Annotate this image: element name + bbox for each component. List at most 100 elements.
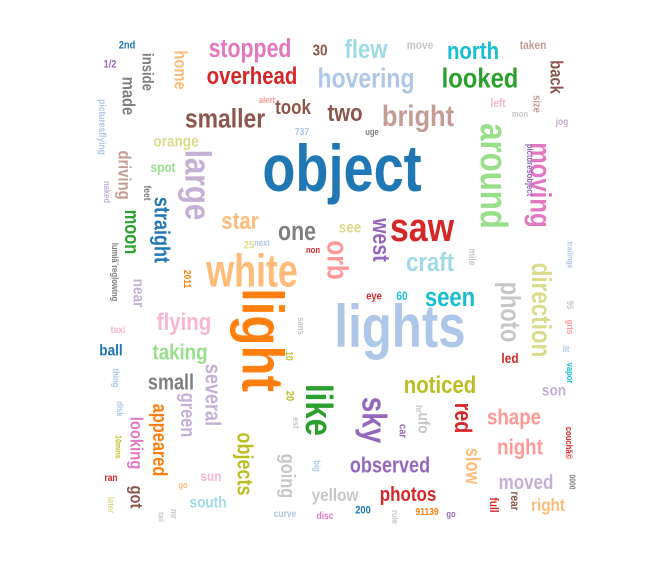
word: 737: [295, 127, 309, 138]
word: 200: [355, 505, 371, 517]
word: overhead: [207, 63, 298, 90]
word: 10mins: [113, 435, 123, 458]
word: photos: [380, 483, 437, 506]
word: flew: [345, 35, 388, 64]
word: made: [118, 77, 138, 116]
word: led: [501, 350, 518, 366]
word: around: [472, 123, 514, 229]
word: big: [312, 460, 323, 471]
word: lit: [563, 344, 570, 355]
word: trailinge: [565, 242, 575, 268]
word: see: [339, 219, 362, 236]
word: bright: [382, 99, 454, 132]
word: seen: [425, 283, 475, 312]
word: several: [200, 364, 224, 426]
word: thing: [111, 369, 122, 388]
word: green: [177, 393, 200, 438]
word: curve: [274, 509, 297, 520]
word: ran: [104, 473, 118, 484]
word: moving: [524, 142, 558, 227]
word: west: [367, 217, 394, 262]
word: 1/2: [104, 59, 117, 71]
word: jog: [555, 117, 569, 128]
word: spot: [150, 159, 176, 175]
word: mile: [467, 249, 478, 266]
word: inside: [138, 53, 155, 91]
word: 60: [396, 291, 407, 304]
word: size: [530, 95, 542, 113]
word: orb: [321, 240, 355, 280]
word: alert: [259, 95, 275, 106]
word: saw: [390, 204, 454, 249]
word: sky: [355, 397, 393, 444]
word: smaller: [185, 104, 266, 134]
word: move: [407, 40, 434, 53]
word: one: [278, 217, 316, 247]
word: moved: [499, 471, 554, 494]
word: moon: [121, 210, 144, 255]
word: go: [446, 509, 455, 520]
word: 95: [565, 301, 576, 310]
word: orange: [153, 133, 198, 150]
word: mon: [512, 109, 528, 120]
word: got: [126, 486, 146, 509]
word: took: [275, 96, 311, 119]
word: 91139: [415, 507, 438, 518]
word: feet: [142, 185, 153, 200]
word: tail: [156, 512, 166, 522]
word: 2nd: [119, 40, 136, 52]
word: picturesflying: [97, 99, 108, 155]
word: vapor: [565, 363, 576, 385]
word: going: [277, 454, 300, 499]
word: two: [327, 100, 362, 127]
word: looking: [126, 417, 146, 469]
word: observed: [350, 454, 430, 478]
word: eye: [366, 291, 382, 303]
word: night: [497, 436, 543, 460]
word: 25: [244, 240, 255, 252]
word: uge: [365, 127, 379, 138]
word: go: [178, 480, 187, 491]
word: lights: [334, 292, 465, 360]
word: sun: [200, 468, 221, 484]
word: 0000: [567, 474, 577, 489]
word: straight: [149, 197, 173, 263]
word: appeared: [149, 404, 172, 477]
word: white: [205, 245, 298, 296]
word: north: [447, 38, 499, 65]
word: left: [490, 98, 506, 111]
word: 30: [312, 42, 327, 59]
word: shape: [487, 406, 541, 430]
word: photo: [494, 282, 525, 343]
word: star: [221, 208, 259, 235]
word: taken: [520, 40, 547, 53]
word: picturesobject: [525, 144, 536, 196]
word: taking: [152, 341, 207, 365]
word: sans: [296, 317, 307, 335]
word: object: [262, 131, 421, 205]
word: disk: [115, 401, 126, 417]
word: couchã©: [564, 427, 575, 460]
word: flying: [157, 309, 211, 336]
word: light: [230, 288, 295, 392]
word: driving: [114, 150, 134, 199]
word: hovering: [318, 64, 415, 95]
word: looked: [442, 62, 519, 94]
word: back: [546, 60, 566, 94]
word: 2011: [182, 270, 193, 288]
word: ball: [99, 342, 122, 359]
word: near: [129, 279, 146, 308]
word: full: [487, 497, 500, 512]
word: car: [396, 424, 408, 438]
word: slow: [462, 448, 485, 485]
word: grts: [565, 320, 576, 335]
word: est: [291, 417, 302, 428]
word: yellow: [312, 485, 360, 505]
word: disc: [317, 511, 334, 522]
word: right: [531, 495, 565, 515]
word: mr: [169, 509, 180, 519]
word: small: [148, 371, 194, 395]
word: son: [542, 382, 566, 399]
word: 10: [284, 351, 295, 360]
